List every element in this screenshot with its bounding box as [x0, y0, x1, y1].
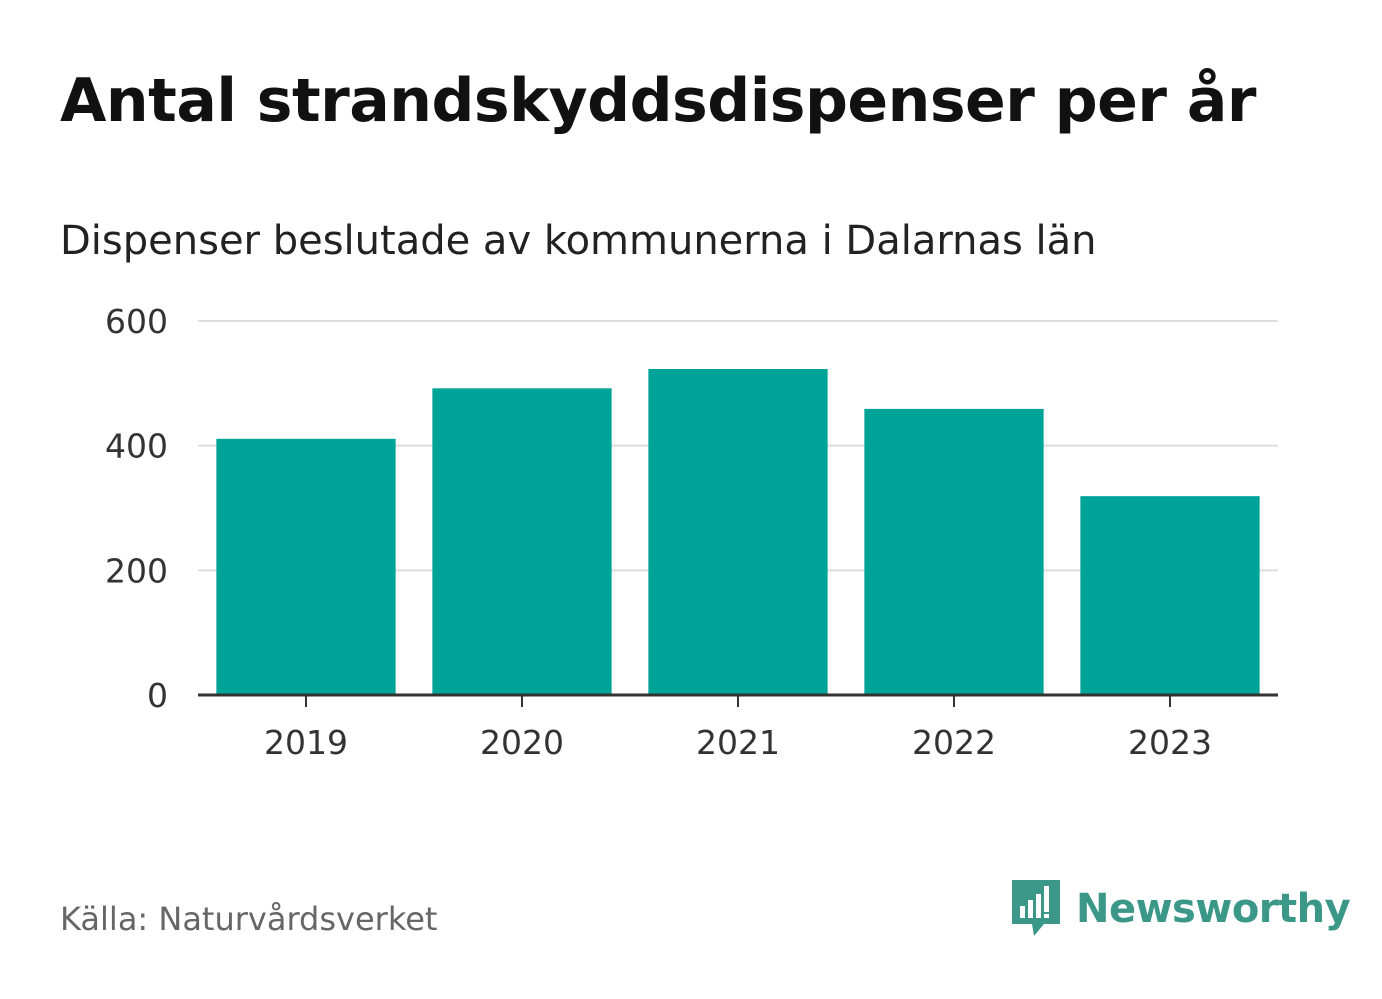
bar-2019 [216, 438, 396, 695]
bar-2022 [864, 408, 1044, 695]
newsworthy-logo: Newsworthy [1010, 878, 1351, 940]
x-tick-label: 2021 [696, 723, 780, 762]
x-axis-ticks [305, 695, 1171, 707]
y-tick-label: 0 [147, 676, 168, 715]
source-note: Källa: Naturvårdsverket [60, 900, 438, 938]
x-tick-label: 2022 [912, 723, 996, 762]
bars [216, 368, 1260, 695]
y-tick-label: 600 [105, 302, 168, 341]
bar-2021 [648, 368, 828, 695]
x-tick-label: 2023 [1128, 723, 1212, 762]
x-tick-label: 2020 [480, 723, 564, 762]
brand-name: Newsworthy [1076, 886, 1351, 932]
y-tick-label: 400 [105, 427, 168, 466]
bar-2020 [432, 388, 612, 695]
y-axis-labels: 0 200 400 600 [105, 302, 168, 715]
bar-2023 [1080, 496, 1260, 695]
bar-chart: 0 200 400 600 2019 2020 2021 2022 2023 [105, 302, 1278, 762]
x-axis-labels: 2019 2020 2021 2022 2023 [264, 723, 1212, 762]
y-tick-label: 200 [105, 551, 168, 590]
chart-subtitle: Dispenser beslutade av kommunerna i Dala… [60, 218, 1097, 264]
chart-title: Antal strandskyddsdispenser per år [60, 66, 1256, 136]
x-tick-label: 2019 [264, 723, 348, 762]
newsworthy-logo-icon [1012, 880, 1060, 936]
